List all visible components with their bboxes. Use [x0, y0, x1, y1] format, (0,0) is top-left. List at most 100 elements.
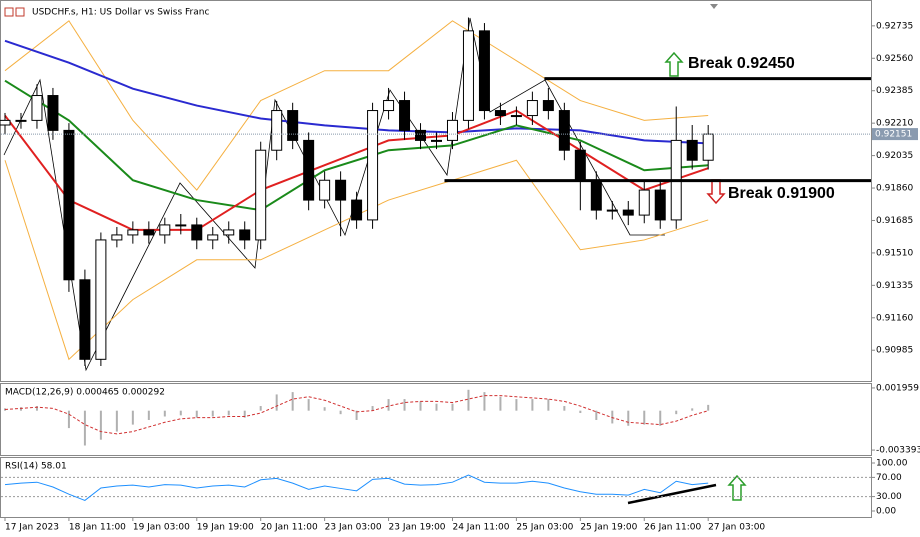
rsi-title: RSI(14) 58.01 — [5, 462, 67, 472]
y-tick-label: 0.92035 — [876, 151, 913, 161]
macd-bar — [115, 410, 118, 432]
candle-body — [271, 110, 283, 151]
macd-bar — [531, 399, 534, 411]
macd-bar — [211, 410, 214, 417]
rsi-panel-frame — [0, 457, 872, 518]
candle-body — [111, 234, 123, 241]
macd-bar — [227, 410, 230, 416]
candle-body — [223, 229, 235, 236]
y-tick-label: 0.91160 — [876, 313, 913, 323]
macd-bar — [83, 410, 86, 446]
x-tick-label: 18 Jan 11:00 — [69, 523, 126, 533]
macd-bar — [195, 410, 198, 418]
y-tick-label: 0.001959 — [876, 383, 919, 393]
macd-bar — [547, 399, 550, 411]
y-tick-label: 0.91335 — [876, 281, 913, 291]
rsi-line — [4, 474, 709, 502]
macd-bar — [435, 403, 438, 411]
candle-body — [415, 129, 427, 141]
macd-signal — [4, 395, 709, 435]
macd-bar — [451, 403, 454, 411]
macd-title: MACD(12,26,9) 0.000465 0.000292 — [5, 388, 165, 398]
candle-body — [622, 209, 634, 216]
candle-body — [143, 229, 155, 236]
macd-bar — [67, 410, 70, 429]
candle-body — [399, 100, 411, 131]
x-tick-label: 20 Jan 11:00 — [261, 523, 318, 533]
macd-bar — [675, 410, 678, 415]
y-tick-label: 0.91860 — [876, 184, 913, 194]
macd-bar — [163, 410, 166, 417]
macd-bar — [707, 404, 710, 411]
candle-body — [335, 179, 347, 201]
candle-body — [303, 139, 315, 201]
candle-body — [159, 224, 171, 236]
x-tick-label: 19 Jan 19:00 — [197, 523, 254, 533]
macd-bar — [291, 392, 294, 411]
shift-marker — [710, 4, 718, 9]
macd-bar — [99, 410, 102, 440]
macd-bar — [275, 394, 278, 411]
current-price-label: 0.92151 — [875, 130, 912, 140]
break-label: Break 0.91900 — [728, 185, 835, 202]
rsi-trend-line — [627, 483, 717, 505]
macd-bar — [483, 392, 486, 411]
candle-body — [319, 179, 331, 201]
macd-bar — [579, 410, 582, 414]
moving-average — [4, 39, 709, 145]
candle-body — [542, 100, 554, 112]
candle-body — [462, 30, 474, 121]
macd-bar — [243, 410, 246, 418]
macd-bar — [563, 406, 566, 411]
candle-body — [351, 199, 363, 221]
macd-bar — [467, 389, 470, 411]
macd-bar — [179, 410, 182, 416]
x-tick-label: 25 Jan 03:00 — [516, 523, 573, 533]
candle-body — [638, 189, 650, 216]
macd-bar — [499, 396, 502, 411]
y-tick-label: 0.91685 — [876, 216, 913, 226]
macd-bar — [659, 410, 662, 426]
x-tick-label: 26 Jan 11:00 — [644, 523, 701, 533]
candle-body — [207, 234, 219, 241]
y-tick-label: 100.00 — [876, 458, 908, 468]
x-tick-label: 17 Jan 2023 — [5, 523, 59, 533]
macd-bar — [419, 401, 422, 411]
candle-body — [47, 95, 59, 131]
candle-body — [494, 110, 506, 117]
macd-bar — [323, 407, 326, 411]
y-tick-label: 0.90985 — [876, 346, 913, 356]
chart-title: USDCHF.s, H1: US Dollar vs Swiss Franc — [32, 8, 209, 18]
candle-body — [478, 30, 490, 112]
macd-bar — [643, 410, 646, 425]
x-tick-label: 23 Jan 03:00 — [325, 523, 382, 533]
macd-bar — [3, 408, 6, 411]
candle-body — [558, 110, 570, 151]
candle-body — [63, 129, 75, 281]
moving-average — [4, 109, 709, 231]
macd-bar — [515, 399, 518, 411]
symbol-icons — [4, 7, 25, 17]
x-tick-label: 27 Jan 03:00 — [708, 523, 765, 533]
icon — [15, 7, 25, 17]
candle-body — [287, 110, 299, 141]
moving-average — [4, 20, 709, 191]
x-tick-label: 24 Jan 11:00 — [452, 523, 509, 533]
candle-body — [31, 95, 43, 121]
candle-body — [127, 229, 139, 236]
macd-bar — [387, 399, 390, 411]
macd-bar — [627, 410, 630, 426]
y-tick-label: 0.92210 — [876, 119, 913, 129]
x-tick-label: 19 Jan 03:00 — [133, 523, 190, 533]
candle-body — [526, 100, 538, 117]
x-tick-label: 25 Jan 19:00 — [580, 523, 637, 533]
macd-bar — [19, 407, 22, 411]
candle-body — [367, 110, 379, 221]
macd-bar — [595, 410, 598, 420]
break-label: Break 0.92450 — [688, 55, 795, 72]
icon — [4, 7, 14, 17]
macd-bar — [691, 408, 694, 411]
y-tick-label: 70.00 — [876, 473, 902, 483]
